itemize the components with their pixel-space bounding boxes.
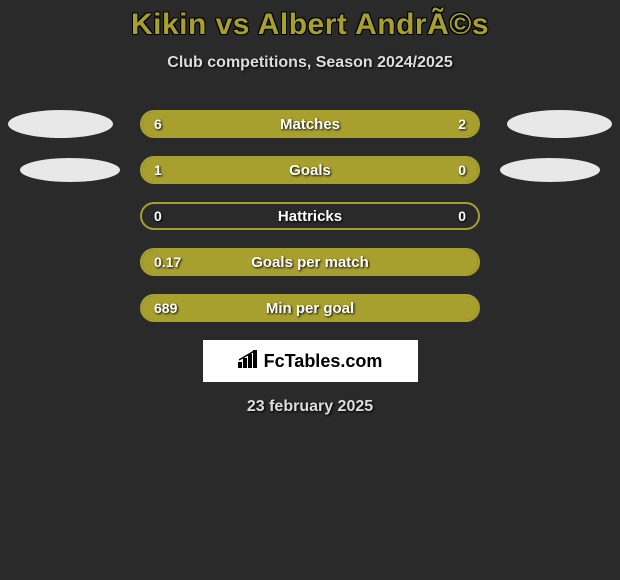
- stat-label: Min per goal: [266, 300, 354, 317]
- stat-label: Matches: [280, 116, 340, 133]
- player-left-badge: [20, 158, 120, 182]
- stat-bar: 1 Goals 0: [140, 156, 480, 184]
- brand-logo[interactable]: FcTables.com: [203, 340, 418, 382]
- bar-chart-icon: [238, 350, 260, 373]
- stat-row: 0 Hattricks 0: [0, 202, 620, 230]
- bar-fill-right: [404, 158, 478, 182]
- stat-label: Hattricks: [278, 208, 342, 225]
- bar-fill-left: [142, 158, 404, 182]
- stat-bar: 6 Matches 2: [140, 110, 480, 138]
- stat-value-left: 6: [154, 116, 162, 132]
- brand-logo-text: FcTables.com: [238, 350, 383, 373]
- stat-row: 6 Matches 2: [0, 110, 620, 138]
- stat-row: 1 Goals 0: [0, 156, 620, 184]
- stat-value-left: 0: [154, 208, 162, 224]
- stats-comparison-card: Kikin vs Albert AndrÃ©s Club competition…: [0, 0, 620, 416]
- player-right-badge: [500, 158, 600, 182]
- stat-value-right: 2: [458, 116, 466, 132]
- stat-bar: 0.17 Goals per match: [140, 248, 480, 276]
- stat-row: 689 Min per goal: [0, 294, 620, 322]
- stat-label: Goals: [289, 162, 331, 179]
- player-right-badge: [507, 110, 612, 138]
- stat-value-right: 0: [458, 208, 466, 224]
- stat-value-left: 0.17: [154, 254, 181, 270]
- player-left-badge: [8, 110, 113, 138]
- stat-value-left: 689: [154, 300, 177, 316]
- subtitle: Club competitions, Season 2024/2025: [0, 54, 620, 72]
- page-title: Kikin vs Albert AndrÃ©s: [0, 8, 620, 42]
- stat-bar: 0 Hattricks 0: [140, 202, 480, 230]
- stat-label: Goals per match: [251, 254, 369, 271]
- stat-value-right: 0: [458, 162, 466, 178]
- brand-name: FcTables.com: [264, 351, 383, 372]
- stat-row: 0.17 Goals per match: [0, 248, 620, 276]
- stat-bar: 689 Min per goal: [140, 294, 480, 322]
- stat-value-left: 1: [154, 162, 162, 178]
- stats-list: 6 Matches 2 1 Goals 0 0 Hattricks 0 0.17 Goals per…: [0, 110, 620, 322]
- bar-fill-left: [142, 112, 394, 136]
- date-label: 23 february 2025: [0, 398, 620, 416]
